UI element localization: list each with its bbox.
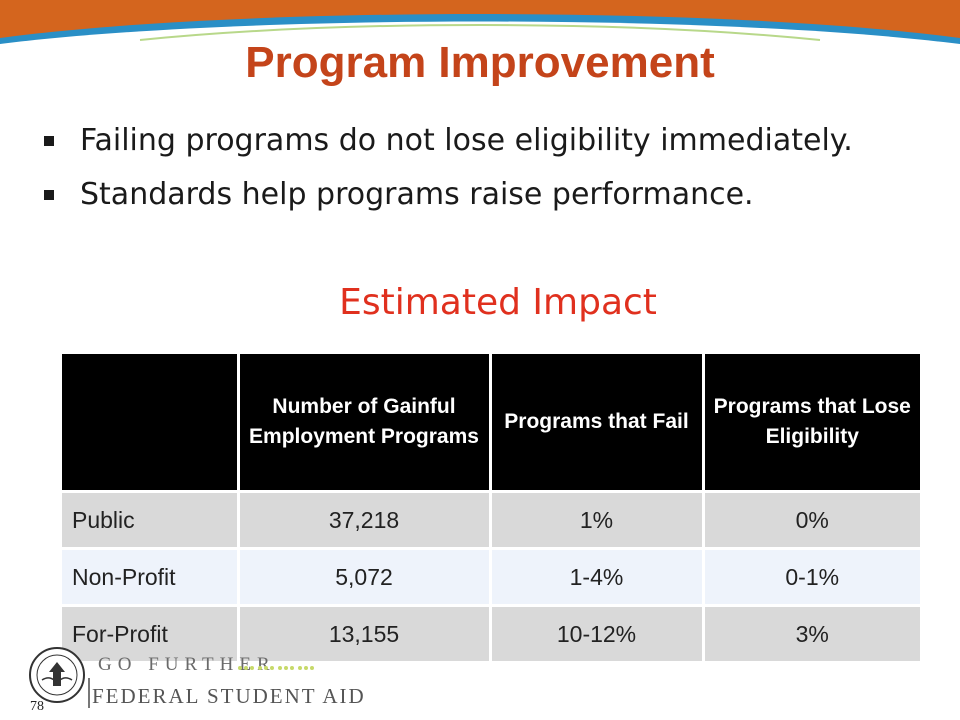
- brand-bottom-text: FEDERAL STUDENT AID: [92, 684, 366, 708]
- impact-table: Number of Gainful Employment Programs Pr…: [62, 354, 920, 661]
- table-header-cell: Number of Gainful Employment Programs: [238, 354, 492, 492]
- bullet-item: Failing programs do not lose eligibility…: [44, 120, 924, 162]
- table-cell: 0-1%: [703, 547, 920, 606]
- page-title: Program Improvement: [245, 38, 715, 87]
- bullet-marker-icon: [44, 136, 54, 146]
- brand-dots-icon: [238, 666, 314, 670]
- table-cell: 0%: [703, 490, 920, 549]
- table-cell: 1-4%: [490, 547, 705, 606]
- table-cell: 3%: [703, 604, 920, 661]
- page-number: 78: [30, 699, 44, 714]
- impact-table-container: Number of Gainful Employment Programs Pr…: [62, 354, 920, 661]
- table-cell: Public: [62, 490, 240, 549]
- table-row: Public 37,218 1% 0%: [62, 490, 920, 549]
- table-header-cell: Programs that Fail: [490, 354, 705, 492]
- bullet-marker-icon: [44, 190, 54, 200]
- table-header-cell: Programs that Lose Eligibility: [703, 354, 920, 492]
- top-decorative-band: [0, 0, 960, 48]
- bullet-text: Standards help programs raise performanc…: [80, 177, 754, 212]
- brand-top-text: GO FURTHER: [98, 654, 276, 675]
- bullet-list: Failing programs do not lose eligibility…: [44, 120, 924, 216]
- table-header-cell: [62, 354, 240, 492]
- table-cell: 5,072: [238, 547, 492, 606]
- table-row: Non-Profit 5,072 1-4% 0-1%: [62, 547, 920, 606]
- bullet-text: Failing programs do not lose eligibility…: [80, 123, 853, 158]
- section-subtitle: Estimated Impact: [339, 282, 657, 323]
- brand-divider: [88, 678, 90, 708]
- table-row: For-Profit 13,155 10-12% 3%: [62, 604, 920, 661]
- table-cell: 13,155: [238, 604, 492, 661]
- table-cell: 1%: [490, 490, 705, 549]
- table-cell: 10-12%: [490, 604, 705, 661]
- table-header-row: Number of Gainful Employment Programs Pr…: [62, 354, 920, 492]
- table-cell: For-Profit: [62, 604, 240, 661]
- department-of-education-seal-icon: [29, 647, 85, 703]
- table-cell: 37,218: [238, 490, 492, 549]
- table-cell: Non-Profit: [62, 547, 240, 606]
- bullet-item: Standards help programs raise performanc…: [44, 174, 924, 216]
